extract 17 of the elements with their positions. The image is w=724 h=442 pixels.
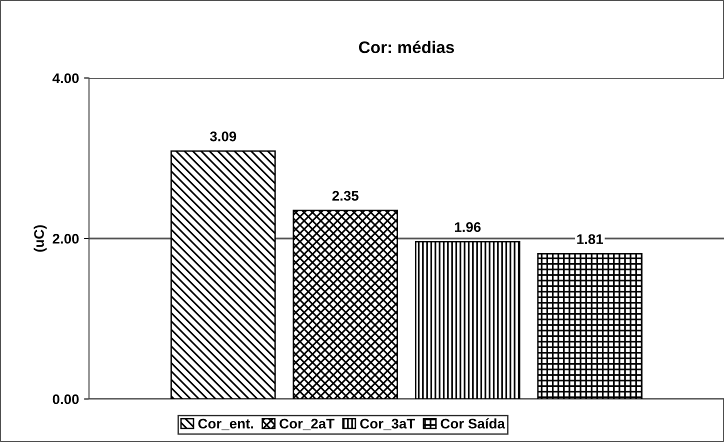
legend-label: Cor Saída (440, 418, 506, 429)
legend-label: Cor_3aT (360, 418, 416, 430)
legend-label: Cor_ent. (198, 418, 254, 430)
chart-title: Cor: médias (359, 40, 454, 54)
bar (537, 253, 642, 399)
y-tick-label: 4.00 (52, 73, 79, 84)
bar (292, 210, 398, 399)
data-label: 1.81 (577, 234, 603, 244)
legend-label: Cor_2aT (280, 418, 334, 430)
bar (170, 150, 276, 399)
y-axis-title: (uC) (34, 225, 47, 252)
data-label: 1.96 (454, 222, 481, 232)
bar (414, 241, 520, 399)
data-label: 3.09 (210, 132, 236, 142)
y-tick-label: 0.00 (52, 394, 79, 404)
data-label: 2.35 (332, 190, 359, 201)
y-tick-label: 2.00 (52, 234, 79, 244)
